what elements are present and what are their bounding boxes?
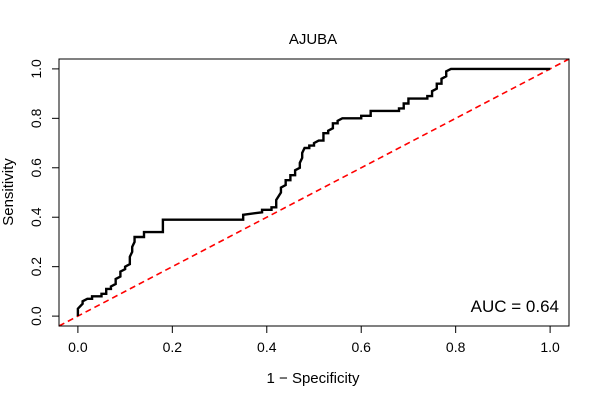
x-tick-label: 0.2 <box>163 339 183 355</box>
x-tick-label: 0.6 <box>351 339 371 355</box>
plot-area <box>58 58 570 327</box>
y-tick-label: 1.0 <box>28 59 44 79</box>
chart-title: AJUBA <box>289 31 337 48</box>
x-axis-label: 1 − Specificity <box>267 370 360 387</box>
auc-annotation: AUC = 0.64 <box>471 297 559 316</box>
y-tick-label: 0.0 <box>28 306 44 326</box>
x-tick-label: 0.4 <box>257 339 277 355</box>
reference-diagonal-line <box>58 58 570 327</box>
x-axis: 0.0 0.2 0.4 0.6 0.8 1.0 <box>68 325 560 355</box>
roc-curve-line <box>76 67 551 317</box>
plot-frame <box>58 58 570 327</box>
y-tick-label: 0.4 <box>28 207 44 227</box>
y-tick-label: 0.8 <box>28 108 44 128</box>
x-tick-label: 0.8 <box>446 339 466 355</box>
x-tick-label: 1.0 <box>540 339 560 355</box>
y-axis: 0.0 0.2 0.4 0.6 0.8 1.0 <box>28 59 60 326</box>
y-tick-label: 0.6 <box>28 158 44 178</box>
x-tick-label: 0.0 <box>68 339 88 355</box>
y-axis-label: Sensitivity <box>0 158 17 226</box>
y-tick-label: 0.2 <box>28 257 44 277</box>
